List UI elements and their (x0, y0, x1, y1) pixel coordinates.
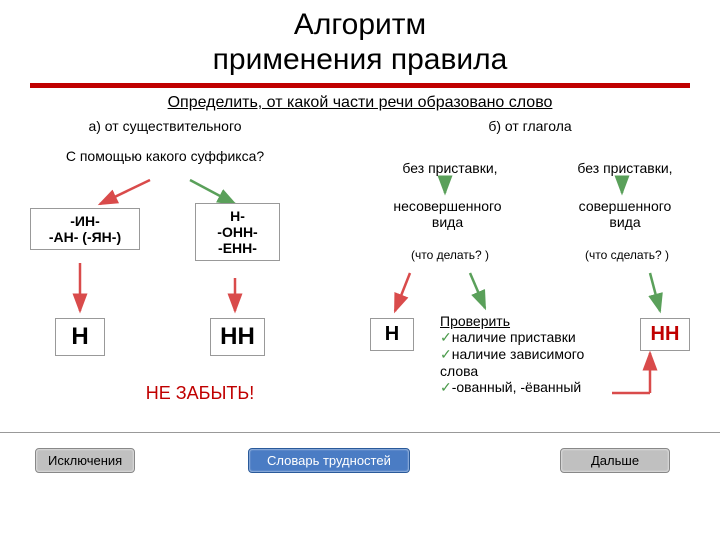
aspect-impf: несовершенного вида (370, 198, 525, 230)
check-title: Проверить (440, 313, 620, 329)
dictionary-button[interactable]: Словарь трудностей (248, 448, 410, 473)
aspect-pf-l1: совершенного (579, 198, 672, 214)
title-line1: Алгоритм (294, 8, 426, 41)
check-2: ✓наличие зависимого слова (440, 346, 620, 379)
title-underline (30, 83, 690, 88)
right-l3: -ЕНН- (202, 240, 273, 256)
aspect-pf: совершенного вида (555, 198, 695, 230)
suffix-box-left: -ИН- -АН- (-ЯН-) (30, 208, 140, 250)
title-line2: применения правила (213, 43, 508, 76)
nn-box-left: НН (210, 318, 265, 356)
title-block: Алгоритм применения правила (0, 8, 720, 77)
check-1: ✓наличие приставки (440, 329, 620, 346)
left-l2: -АН- (-ЯН-) (37, 229, 133, 245)
right-l2: -ОНН- (202, 224, 273, 240)
suffix-question: С помощью какого суффикса? (20, 148, 310, 164)
n-box-right: Н (370, 318, 414, 351)
no-prefix-right: без приставки, (555, 160, 695, 176)
diagram: а) от существительного б) от глагола С п… (0, 118, 720, 488)
n-box-left: Н (55, 318, 105, 356)
check-block: Проверить ✓наличие приставки ✓наличие за… (440, 313, 620, 396)
next-button[interactable]: Дальше (560, 448, 670, 473)
left-l1: -ИН- (37, 213, 133, 229)
aspect-pf-l2: вида (609, 214, 640, 230)
right-l1: Н- (202, 208, 273, 224)
aspect-impf-l1: несовершенного (393, 198, 501, 214)
q-impf: (что делать? ) (385, 248, 515, 262)
branch-a-label: а) от существительного (35, 118, 295, 134)
check-3: ✓-ованный, -ёванный (440, 379, 620, 396)
footer-divider (0, 432, 720, 433)
aspect-impf-l2: вида (432, 214, 463, 230)
subtitle: Определить, от какой части речи образова… (0, 94, 720, 112)
nn-box-right: НН (640, 318, 690, 351)
q-pf: (что сделать? ) (562, 248, 692, 262)
not-forget: НЕ ЗАБЫТЬ! (110, 383, 290, 404)
branch-b-label: б) от глагола (430, 118, 630, 134)
suffix-box-right: Н- -ОНН- -ЕНН- (195, 203, 280, 261)
no-prefix-left: без приставки, (380, 160, 520, 176)
exceptions-button[interactable]: Исключения (35, 448, 135, 473)
